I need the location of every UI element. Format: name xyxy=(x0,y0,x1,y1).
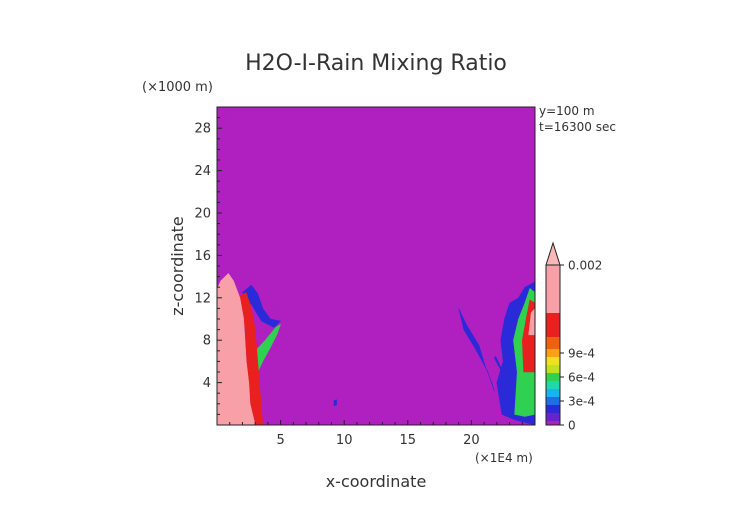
y-tick-label: 16 xyxy=(194,249,211,264)
region-left-storm-red-edge xyxy=(239,292,264,425)
y-tick-label: 28 xyxy=(194,122,211,137)
colorbar-label: 0.002 xyxy=(568,259,602,273)
x-tick-label: 10 xyxy=(336,433,353,448)
chart-title: H2O-I-Rain Mixing Ratio xyxy=(245,51,507,76)
x-axis: 5 10 15 20 xyxy=(229,420,523,448)
y-tick-label: 12 xyxy=(194,291,211,306)
colorbar-band xyxy=(546,389,560,397)
plot-area xyxy=(217,107,535,425)
colorbar-band xyxy=(546,349,560,357)
colorbar-label: 6e-4 xyxy=(568,371,595,385)
colorbar-band xyxy=(546,313,560,337)
region-detached-streak-1 xyxy=(458,308,495,392)
x-tick-label: 20 xyxy=(463,433,480,448)
y-tick-label: 8 xyxy=(203,334,211,349)
y-tick-label: 4 xyxy=(203,376,211,391)
colorbar-band xyxy=(546,397,560,405)
region-detached-streak-2 xyxy=(494,355,509,388)
x-tick-label: 15 xyxy=(400,433,417,448)
colorbar-band xyxy=(546,337,560,349)
colorbar: 0 3e-4 6e-4 9e-4 0.002 xyxy=(545,241,602,433)
info-line-time: t=16300 sec xyxy=(539,120,616,134)
y-axis: 4 8 12 16 20 24 28 xyxy=(194,117,222,415)
colorbar-band xyxy=(546,381,560,389)
x-tick-label: 5 xyxy=(276,433,284,448)
colorbar-band xyxy=(546,405,560,413)
colorbar-label: 3e-4 xyxy=(568,395,595,409)
y-tick-label: 24 xyxy=(194,164,211,179)
colorbar-band xyxy=(546,357,560,365)
colorbar-label: 0 xyxy=(568,419,576,433)
colorbar-overflow-arrow xyxy=(545,241,561,266)
region-left-storm-core xyxy=(217,273,256,425)
colorbar-frame xyxy=(545,264,561,426)
colorbar-band xyxy=(546,365,560,373)
info-line-y: y=100 m xyxy=(539,104,595,118)
plot-background xyxy=(217,107,535,425)
region-right-storm-top xyxy=(528,308,535,336)
field-regions xyxy=(217,273,535,425)
x-unit-label: (×1E4 m) xyxy=(475,451,533,465)
colorbar-band xyxy=(546,413,560,421)
colorbar-band xyxy=(546,265,560,313)
y-axis-title: z-coordinate xyxy=(168,216,187,316)
y-tick-label: 20 xyxy=(194,207,211,222)
region-left-storm-fringe xyxy=(242,284,282,328)
x-axis-title: x-coordinate xyxy=(326,472,427,491)
colorbar-band xyxy=(546,421,560,425)
region-left-storm-anvil xyxy=(254,323,282,373)
y-unit-label: (×1000 m) xyxy=(142,80,213,95)
region-detached-speck xyxy=(333,399,337,407)
colorbar-band xyxy=(546,373,560,381)
colorbar-label: 9e-4 xyxy=(568,347,595,361)
